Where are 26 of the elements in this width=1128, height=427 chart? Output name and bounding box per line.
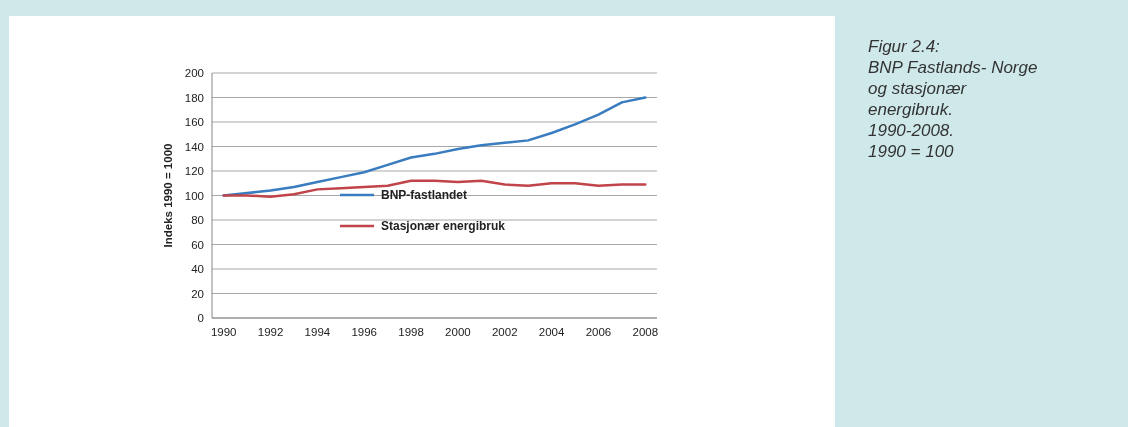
x-tick-label: 2008 bbox=[632, 326, 659, 338]
legend-label: Stasjonær energibruk bbox=[381, 219, 506, 234]
x-tick-label: 1998 bbox=[398, 326, 424, 338]
x-tick-label: 1996 bbox=[351, 326, 378, 338]
x-tick-label: 2004 bbox=[538, 326, 565, 338]
x-tick-label: 1992 bbox=[257, 326, 284, 338]
y-tick-label: 80 bbox=[191, 214, 204, 227]
x-tick-label: 1990 bbox=[210, 326, 237, 338]
y-tick-label: 140 bbox=[184, 140, 204, 153]
y-tick-label: 60 bbox=[191, 238, 204, 251]
x-tick-label: 2006 bbox=[585, 326, 612, 338]
y-tick-label: 180 bbox=[184, 91, 204, 104]
y-axis-title: Indeks 1990 = 1000 bbox=[162, 143, 174, 248]
x-tick-label: 1994 bbox=[304, 326, 331, 338]
line-series bbox=[222, 179, 647, 198]
y-tick-label: 40 bbox=[191, 263, 204, 276]
y-tick-label: 20 bbox=[191, 287, 204, 300]
y-tick-label: 200 bbox=[184, 67, 204, 80]
y-tick-label: 160 bbox=[184, 116, 204, 129]
legend-label: BNP-fastlandet bbox=[381, 188, 468, 203]
text: Figur 2.4: BNP Fastlands- Norge og stasjonær energibruk. 1990-2008. 1990 = 100 bbox=[868, 37, 1038, 161]
y-tick-label: 120 bbox=[184, 165, 204, 178]
y-tick-label: 0 bbox=[197, 312, 204, 325]
x-tick-label: 2000 bbox=[445, 326, 471, 338]
y-tick-label: 100 bbox=[184, 189, 204, 202]
x-tick-label: 2002 bbox=[491, 326, 518, 338]
